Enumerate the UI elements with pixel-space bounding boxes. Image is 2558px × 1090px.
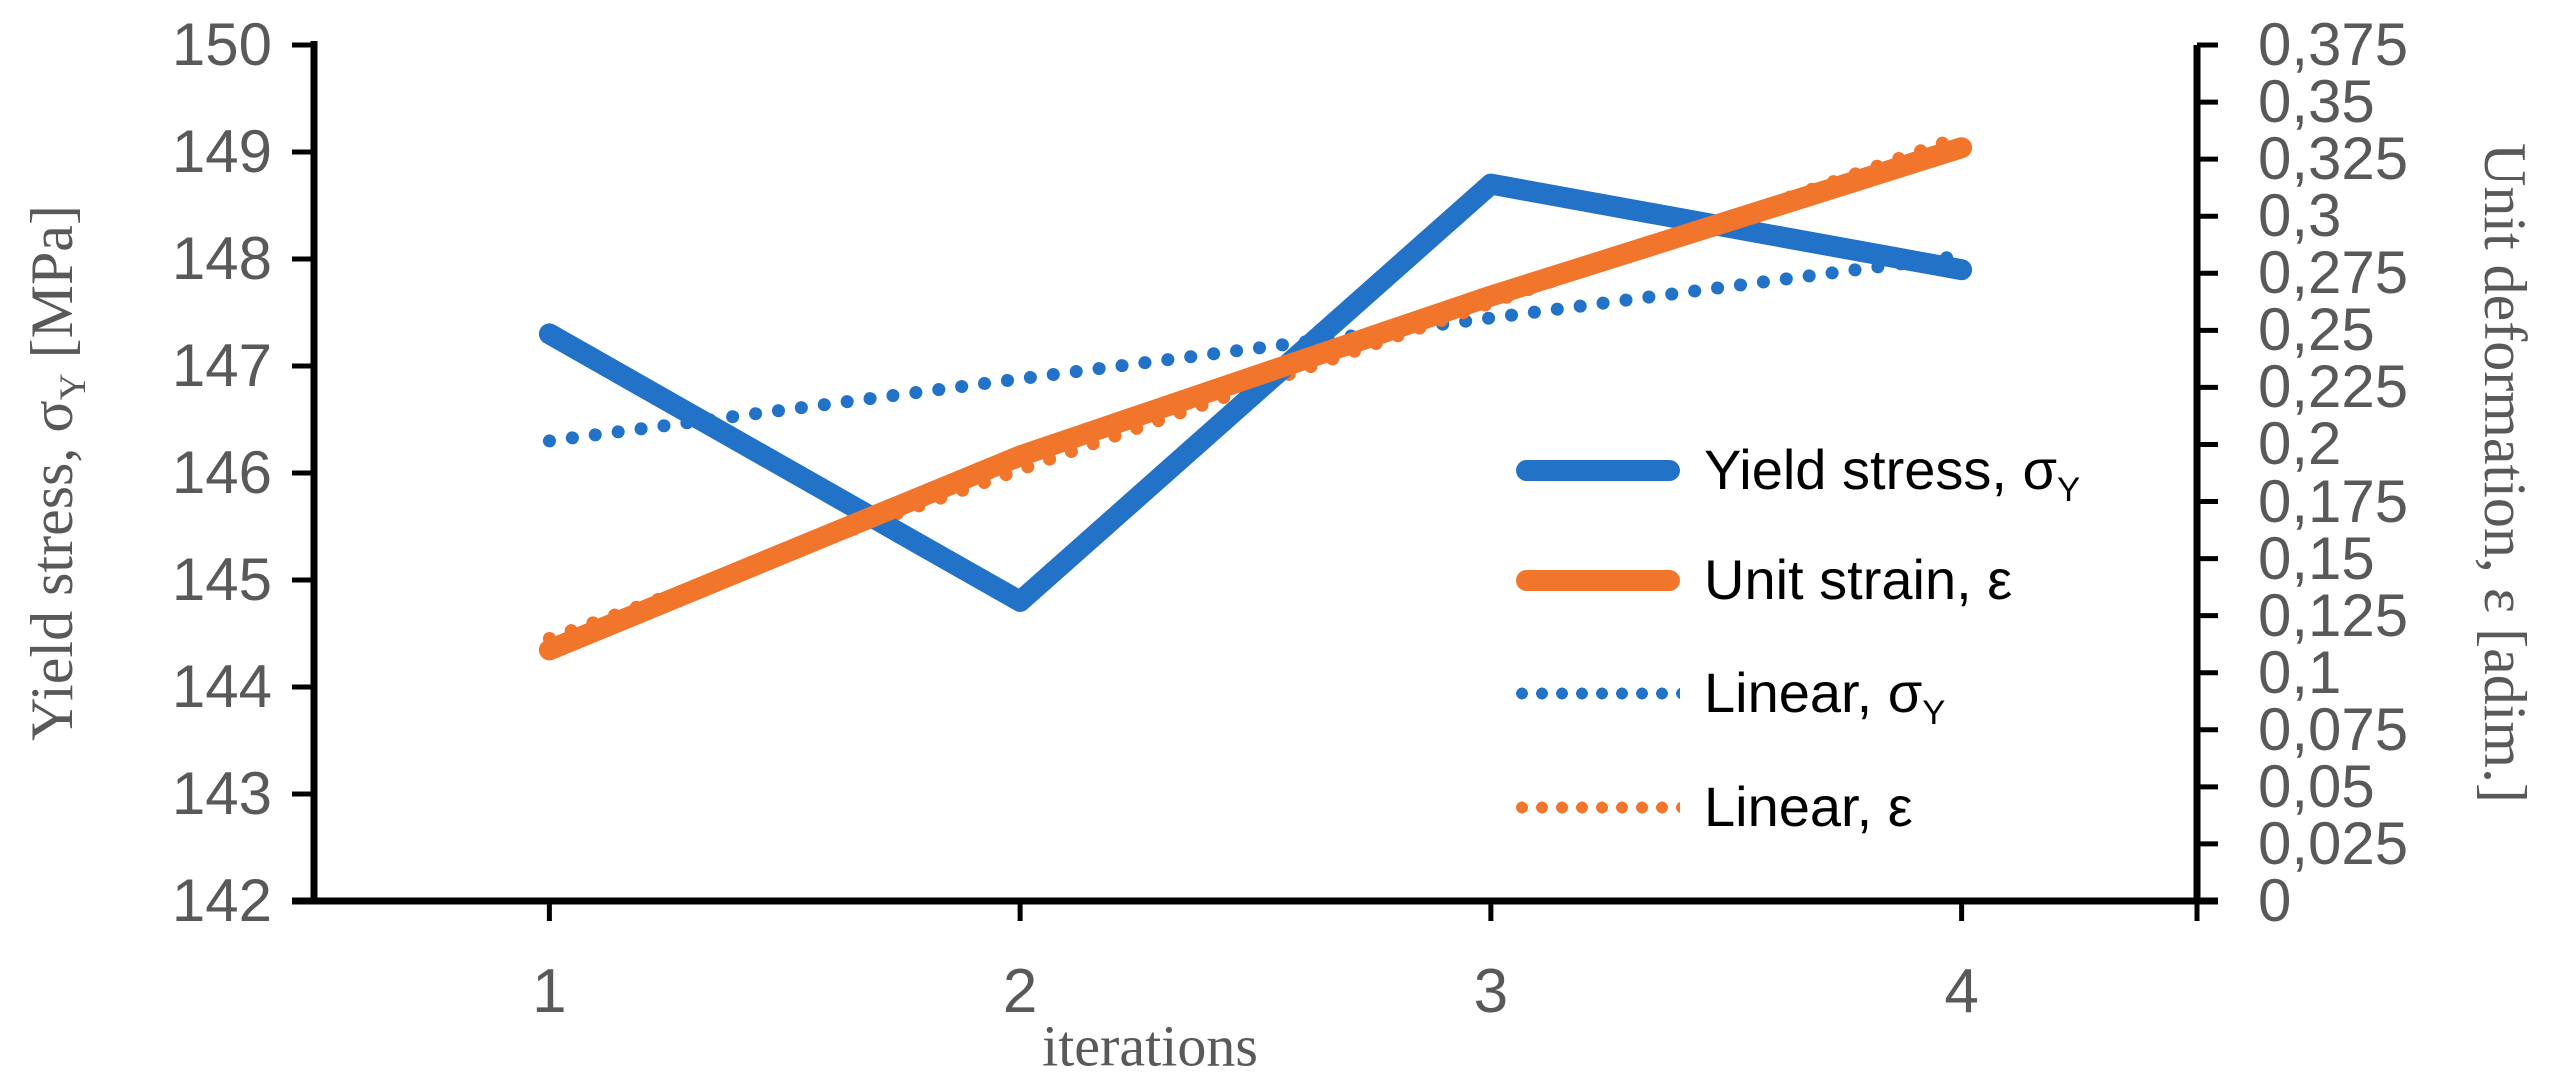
right-axis-title: Unit deformation, ε [adim.] [2472,142,2538,804]
legend-solid-line-swatch-orange [1516,569,1680,591]
right-axis-tick-label: 0,025 [2258,809,2409,877]
left-axis-tick-label: 148 [171,225,272,292]
left-axis-tick-label: 142 [171,867,272,934]
right-axis-tick-label: 0,1 [2258,638,2342,706]
right-axis-tick-label: 0,05 [2258,752,2375,820]
right-axis-tick-label: 0,2 [2258,410,2342,478]
right-axis-tick-label: 0,325 [2258,125,2409,193]
series-orange [538,137,1973,661]
series-trend-blue [542,249,1969,448]
series-blue [538,173,1973,612]
right-axis-tick-label: 0,15 [2258,524,2375,592]
axis-tick-marks [292,42,2218,921]
x-axis-tick-label: 2 [1002,957,1038,1026]
x-axis-tick-label: 4 [1944,957,1979,1026]
left-axis-title: Yield stress, σY [MPa] [19,205,94,741]
right-axis-tick-label: 0 [2258,867,2292,934]
legend-item-label: Yield stress, σY [1704,438,2081,510]
left-axis-tick-label: 145 [171,546,272,613]
legend-dotted-line-swatch-orange [1516,800,1680,814]
left-axis-tick-label: 149 [171,118,272,185]
legend-solid-line-swatch-blue [1516,459,1680,481]
left-axis-tick-label: 150 [171,11,272,78]
legend-dotted-line-swatch-blue [1516,686,1680,700]
left-axis-tick-label: 147 [171,332,272,399]
right-axis-tick-label: 0,35 [2258,68,2375,136]
x-axis-title: iterations [1042,1013,1258,1079]
right-axis-tick-label: 0,225 [2258,353,2409,421]
left-axis-tick-label: 144 [171,653,272,720]
legend-item: Linear, σY [1516,661,1946,733]
left-axis-tick-label: 146 [171,439,272,506]
legend-item: Linear, ε [1516,777,1913,837]
legend-item: Yield stress, σY [1516,438,2081,510]
right-axis-tick-label: 0,3 [2258,182,2342,250]
right-axis-tick-label: 0,375 [2258,11,2409,78]
right-axis-tick-label: 0,175 [2258,467,2409,535]
left-axis-tick-label: 143 [171,760,272,827]
legend-item: Unit strain, ε [1516,550,2012,610]
right-axis-tick-label: 0,275 [2258,239,2409,307]
x-axis-tick-label: 1 [532,957,567,1026]
right-axis-tick-label: 0,075 [2258,695,2409,763]
legend-item-label: Linear, σY [1704,661,1946,733]
legend-item-label: Unit strain, ε [1704,548,2013,611]
legend-item-label: Linear, ε [1704,775,1913,838]
right-axis-tick-label: 0,25 [2258,296,2375,364]
x-axis-tick-label: 3 [1473,957,1509,1026]
series-lines [538,129,1973,661]
right-axis-tick-label: 0,125 [2258,581,2409,649]
